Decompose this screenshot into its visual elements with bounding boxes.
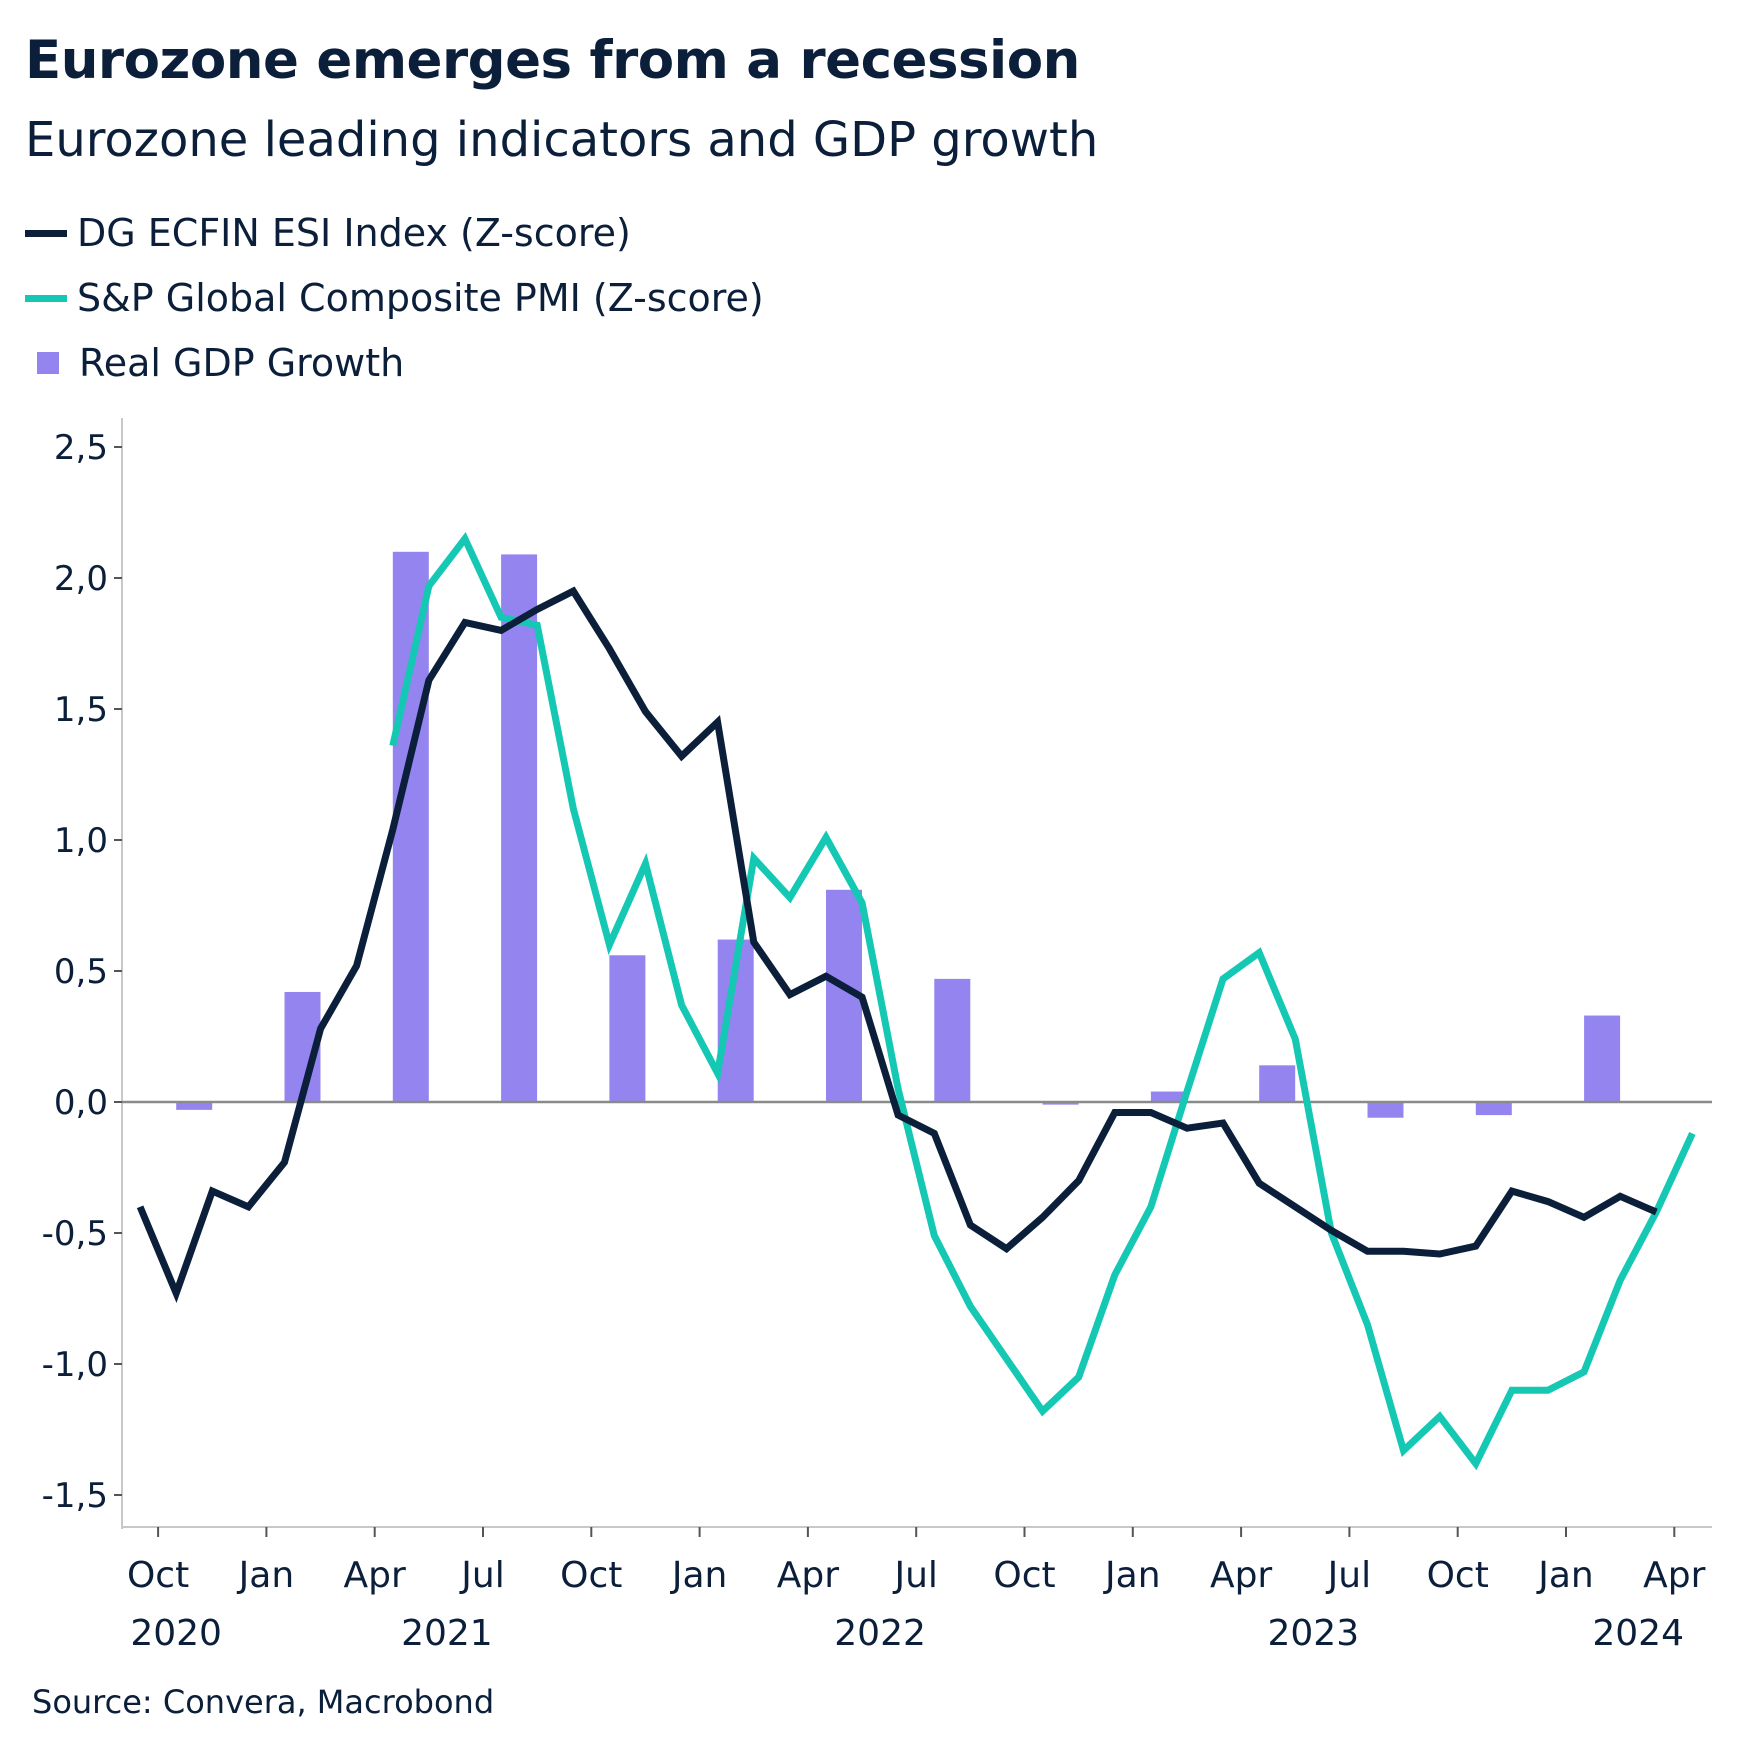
legend-label-pmi: S&P Global Composite PMI (Z-score) bbox=[77, 276, 764, 320]
x-year-label: 2023 bbox=[1267, 1613, 1359, 1654]
legend-swatch-gdp bbox=[37, 352, 59, 374]
y-tick-label: 0,0 bbox=[54, 1083, 108, 1123]
y-tick-label: 1,0 bbox=[54, 821, 108, 861]
x-tick-label: Jan bbox=[670, 1555, 728, 1596]
x-tick-label: Apr bbox=[1210, 1555, 1272, 1596]
y-tick-label: -1,5 bbox=[42, 1476, 108, 1516]
gdp-bar bbox=[1042, 1102, 1079, 1105]
legend-item-pmi: S&P Global Composite PMI (Z-score) bbox=[25, 273, 764, 323]
y-tick-label: 0,5 bbox=[54, 952, 108, 992]
gdp-bar bbox=[1367, 1102, 1404, 1118]
x-tick-label: Jan bbox=[237, 1555, 295, 1596]
x-tick-label: Jul bbox=[892, 1555, 937, 1596]
legend-label-esi: DG ECFIN ESI Index (Z-score) bbox=[77, 211, 631, 255]
gdp-bar bbox=[501, 554, 538, 1102]
pmi-line bbox=[389, 531, 1696, 1471]
legend-label-gdp: Real GDP Growth bbox=[79, 341, 405, 385]
x-tick-label: Jan bbox=[1103, 1555, 1161, 1596]
gdp-bar bbox=[934, 978, 971, 1102]
x-year-label: 2021 bbox=[401, 1613, 493, 1654]
gdp-bar bbox=[392, 551, 429, 1102]
gdp-bar bbox=[1150, 1091, 1187, 1102]
y-tick-label: -1,0 bbox=[42, 1345, 108, 1385]
legend-item-gdp: Real GDP Growth bbox=[25, 338, 404, 388]
y-tick-label: 2,5 bbox=[54, 428, 108, 468]
x-tick-label: Apr bbox=[777, 1555, 839, 1596]
gdp-bar bbox=[1584, 1015, 1621, 1102]
chart-subtitle: Eurozone leading indicators and GDP grow… bbox=[25, 112, 1099, 168]
x-tick-label: Apr bbox=[344, 1555, 406, 1596]
esi-line bbox=[136, 586, 1658, 1304]
x-year-label: 2022 bbox=[834, 1613, 926, 1654]
x-tick-label: Jul bbox=[459, 1555, 504, 1596]
x-tick-label: Apr bbox=[1643, 1555, 1705, 1596]
y-tick-label: 2,0 bbox=[54, 559, 108, 599]
x-tick-label: Oct bbox=[1427, 1555, 1489, 1596]
x-year-label: 2024 bbox=[1592, 1613, 1684, 1654]
legend-item-esi: DG ECFIN ESI Index (Z-score) bbox=[25, 208, 631, 258]
gdp-bar bbox=[176, 1102, 213, 1110]
chart-title: Eurozone emerges from a recession bbox=[25, 30, 1080, 91]
y-tick-label: -0,5 bbox=[42, 1214, 108, 1254]
legend-swatch-pmi bbox=[25, 294, 67, 302]
x-tick-label: Jan bbox=[1536, 1555, 1594, 1596]
x-year-label: 2020 bbox=[130, 1613, 222, 1654]
y-tick-label: 1,5 bbox=[54, 690, 108, 730]
legend-swatch-esi bbox=[25, 229, 67, 237]
x-tick-label: Oct bbox=[560, 1555, 622, 1596]
x-tick-label: Jul bbox=[1326, 1555, 1371, 1596]
gdp-bar bbox=[1259, 1065, 1296, 1102]
x-tick-label: Oct bbox=[127, 1555, 189, 1596]
x-tick-label: Oct bbox=[993, 1555, 1055, 1596]
gdp-bar bbox=[609, 955, 646, 1102]
gdp-bar bbox=[1475, 1102, 1512, 1116]
source-note: Source: Convera, Macrobond bbox=[32, 1683, 495, 1721]
